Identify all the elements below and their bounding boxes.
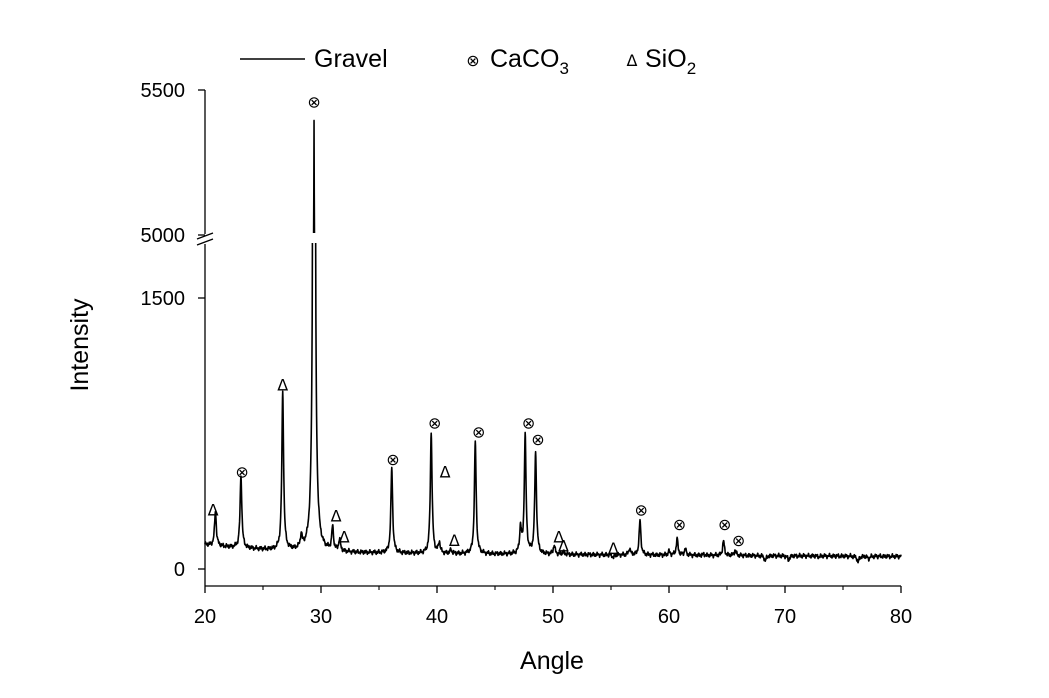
x-tick-label: 30 <box>310 606 332 628</box>
legend-caco3-symbol: ⊗ <box>466 51 479 70</box>
sio2-marker: Δ <box>339 527 350 546</box>
sio2-marker: Δ <box>449 531 460 550</box>
series-line-gravel <box>204 119 902 564</box>
x-tick-label: 40 <box>426 606 448 628</box>
sio2-marker: Δ <box>208 500 219 519</box>
x-tick-label: 20 <box>194 606 216 628</box>
legend: Gravel ⊗ CaCO3 Δ SiO2 <box>240 45 696 78</box>
legend-sio2-symbol: Δ <box>627 51 638 70</box>
legend-label-caco3: CaCO3 <box>490 45 569 78</box>
caco3-marker: ⊗ <box>386 450 399 469</box>
sio2-marker: Δ <box>331 507 342 526</box>
y-tick-label: 1500 <box>141 288 186 310</box>
x-tick-label: 80 <box>890 606 912 628</box>
caco3-marker: ⊗ <box>307 93 320 112</box>
caco3-marker: ⊗ <box>428 414 441 433</box>
series-group <box>204 119 902 564</box>
x-axis-title: Angle <box>520 647 584 675</box>
caco3-marker: ⊗ <box>673 515 686 534</box>
axis-break-mark-2 <box>196 238 214 246</box>
x-tick-label: 50 <box>542 606 564 628</box>
sio2-marker: Δ <box>558 537 569 556</box>
caco3-marker: ⊗ <box>718 515 731 534</box>
caco3-marker: ⊗ <box>732 531 745 550</box>
legend-label-sio2: SiO2 <box>645 45 696 78</box>
caco3-marker: ⊗ <box>235 462 248 481</box>
y-tick-label: 0 <box>174 559 185 581</box>
sio2-marker: Δ <box>440 462 451 481</box>
caco3-marker: ⊗ <box>472 423 485 442</box>
series-break-gap <box>309 233 320 243</box>
sio2-marker: Δ <box>277 376 288 395</box>
caco3-marker: ⊗ <box>634 500 647 519</box>
axes-group: 20 30 40 50 60 70 80 0 1500 5000 5500 <box>141 80 913 628</box>
sio2-marker: Δ <box>608 539 619 558</box>
y-tick-label: 5000 <box>141 225 186 247</box>
x-tick-label: 60 <box>658 606 680 628</box>
y-tick-label: 5500 <box>141 80 186 102</box>
y-axis-title: Intensity <box>66 298 94 392</box>
x-tick-label: 70 <box>774 606 796 628</box>
caco3-marker: ⊗ <box>522 414 535 433</box>
sio2-marker: Δ <box>553 527 564 546</box>
axis-break-mark-1 <box>196 232 214 240</box>
annotations-group: Δ⊗Δ⊗ΔΔ⊗⊗ΔΔ⊗ ⊗⊗ΔΔ Δ⊗⊗ ⊗⊗ <box>208 93 746 559</box>
caco3-marker: ⊗ <box>531 430 544 449</box>
legend-label-gravel: Gravel <box>314 45 388 73</box>
